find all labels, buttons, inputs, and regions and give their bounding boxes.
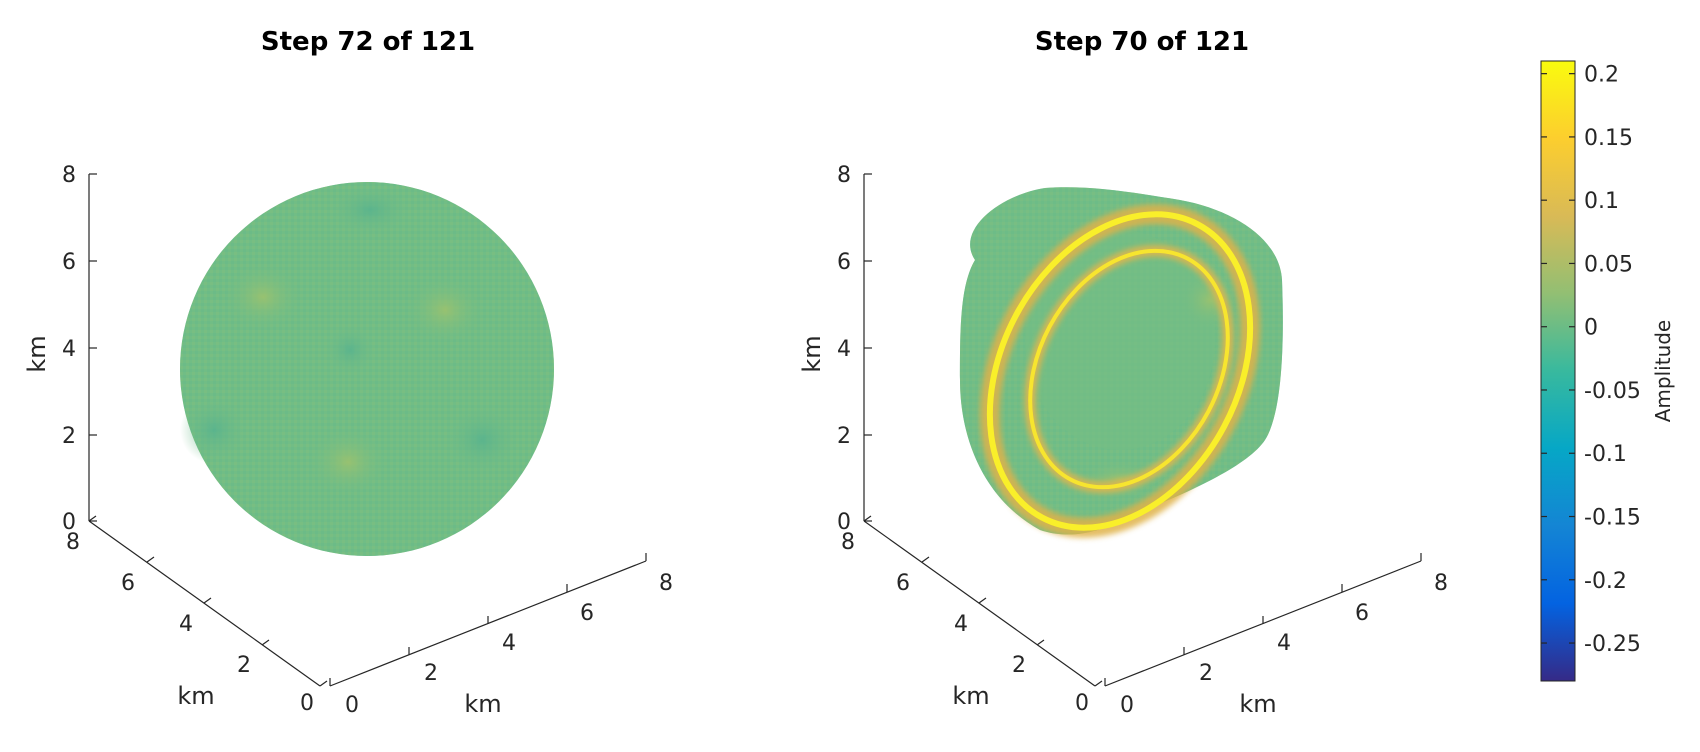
panel-1-z-tick-8: 8 <box>62 163 76 188</box>
panel-1-y-tick-6: 6 <box>121 571 135 596</box>
colorbar-ticks: 0.2 0.15 0.1 0.05 0 -0.05 -0.1 -0.15 -0.2 -0.25 <box>1541 63 1641 657</box>
colorbar-label: Amplitude <box>1651 320 1675 423</box>
panel-1-z-tick-2: 2 <box>62 424 76 449</box>
panel-2-z-tick-6: 6 <box>837 250 851 275</box>
panel-2-x-tick-6: 6 <box>1355 601 1369 626</box>
colorbar-tick-label: -0.25 <box>1584 632 1641 657</box>
panel-1-x-label: km <box>464 690 501 718</box>
colorbar-tick-label: 0.05 <box>1584 252 1633 277</box>
panel-1-y-label: km <box>177 682 214 710</box>
panel-2-x-tick-4: 4 <box>1277 631 1291 656</box>
panel-1-z-tick-0: 0 <box>62 510 76 535</box>
panel-1-z-label: km <box>23 335 51 372</box>
panel-2-z-label: km <box>798 335 826 372</box>
panel-2-z-tick-4: 4 <box>837 337 851 362</box>
colorbar-tick-label: 0.15 <box>1584 126 1633 151</box>
panel-2-z-tick-2: 2 <box>837 424 851 449</box>
panel-1-y-ticks: 8 6 4 2 0 <box>66 515 328 716</box>
panel-2-z-ticks: 0 2 4 6 8 <box>837 163 872 535</box>
panel-1-x-ticks: 0 2 4 6 8 <box>329 553 673 718</box>
panel-1: Step 72 of 121 0 2 4 6 8 km 8 6 4 2 <box>23 27 673 718</box>
panel-1-z-ticks: 0 2 4 6 8 <box>62 163 97 535</box>
panel-1-x-tick-4: 4 <box>502 631 516 656</box>
panel-1-title: Step 72 of 121 <box>261 27 475 57</box>
panel-2-y-ticks: 8 6 4 2 0 <box>841 515 1103 716</box>
colorbar-tick-label: 0 <box>1584 316 1598 341</box>
panel-2-x-tick-2: 2 <box>1199 661 1213 686</box>
panel-2-y-tick-0: 0 <box>1075 691 1089 716</box>
colorbar-tick-label: 0.1 <box>1584 189 1619 214</box>
panel-2-title: Step 70 of 121 <box>1035 27 1249 57</box>
panel-1-z-tick-6: 6 <box>62 250 76 275</box>
panel-1-y-axis <box>88 520 321 687</box>
colorbar-tick-label: -0.05 <box>1584 379 1641 404</box>
panel-2-x-ticks: 0 2 4 6 8 <box>1104 553 1448 718</box>
panel-1-x-tick-6: 6 <box>580 601 594 626</box>
panel-2-y-label: km <box>952 682 989 710</box>
panel-2-y-tick-2: 2 <box>1012 653 1026 678</box>
panel-2-z-tick-0: 0 <box>837 510 851 535</box>
panel-1-y-tick-8: 8 <box>66 530 80 555</box>
panel-1-y-tick-2: 2 <box>237 653 251 678</box>
panel-2-y-tick-6: 6 <box>896 571 910 596</box>
panel-2-y-tick-8: 8 <box>841 530 855 555</box>
panel-2-z-tick-8: 8 <box>837 163 851 188</box>
panel-2-x-tick-0: 0 <box>1120 693 1134 718</box>
panel-2-wavefront-rings <box>979 204 1261 538</box>
panel-1-x-tick-8: 8 <box>659 571 673 596</box>
panel-2: Step 70 of 121 0 2 4 6 8 km 8 6 4 2 0 <box>798 27 1448 718</box>
colorbar-tick-label: -0.15 <box>1584 506 1641 531</box>
panel-2-y-axis <box>863 520 1096 687</box>
colorbar-gradient <box>1540 60 1576 682</box>
colorbar: 0.2 0.15 0.1 0.05 0 -0.05 -0.1 -0.15 -0.2 -0.25 A… <box>1540 60 1675 682</box>
panel-2-x-label: km <box>1239 690 1276 718</box>
panel-2-x-tick-8: 8 <box>1434 571 1448 596</box>
panel-1-z-tick-4: 4 <box>62 337 76 362</box>
panel-2-y-tick-4: 4 <box>954 612 968 637</box>
panel-1-x-tick-2: 2 <box>424 661 438 686</box>
colorbar-tick-label: -0.2 <box>1584 569 1627 594</box>
panel-1-x-tick-0: 0 <box>345 693 359 718</box>
colorbar-tick-label: 0.2 <box>1584 63 1619 88</box>
panel-1-y-tick-4: 4 <box>179 612 193 637</box>
panel-1-y-tick-0: 0 <box>300 691 314 716</box>
panel-1-sphere-surface <box>180 182 554 556</box>
colorbar-tick-label: -0.1 <box>1584 442 1627 467</box>
